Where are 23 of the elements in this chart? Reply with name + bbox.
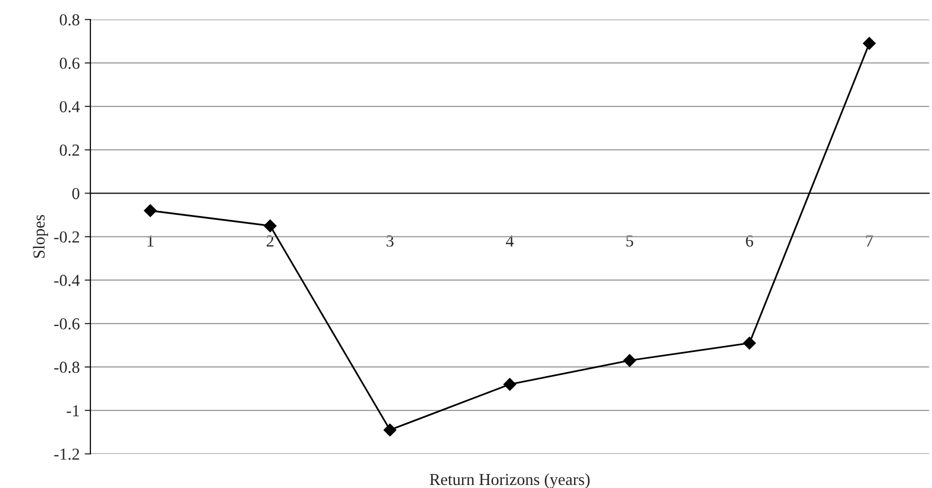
x-tick-label: 6 bbox=[746, 235, 754, 247]
point bbox=[384, 424, 396, 436]
y-tick-label: -0.4 bbox=[54, 274, 80, 286]
point bbox=[264, 219, 277, 232]
x-tick-label: 2 bbox=[266, 235, 274, 246]
y-tick-label: 0.6 bbox=[60, 58, 80, 69]
y-tick-label: 0 bbox=[72, 188, 80, 200]
y-tick-label: 0.4 bbox=[60, 101, 80, 112]
x-tick-label: 3 bbox=[386, 235, 394, 247]
point bbox=[503, 378, 516, 391]
y-tick-label: -0.2 bbox=[54, 231, 80, 243]
point bbox=[623, 354, 636, 367]
y-tick-label: 0.8 bbox=[60, 14, 80, 26]
point bbox=[862, 36, 876, 50]
y-tick-label: -0.6 bbox=[54, 318, 80, 330]
x-tick-label: 4 bbox=[506, 236, 514, 246]
y-tick-label: -1 bbox=[66, 405, 79, 416]
y-axis-title: Slopes bbox=[32, 215, 48, 258]
point bbox=[743, 336, 756, 350]
point bbox=[144, 204, 157, 218]
y-tick-label: -0.8 bbox=[54, 362, 80, 373]
y-tick-label: -1.2 bbox=[54, 448, 80, 460]
y-tick-label: 0.2 bbox=[60, 144, 80, 156]
